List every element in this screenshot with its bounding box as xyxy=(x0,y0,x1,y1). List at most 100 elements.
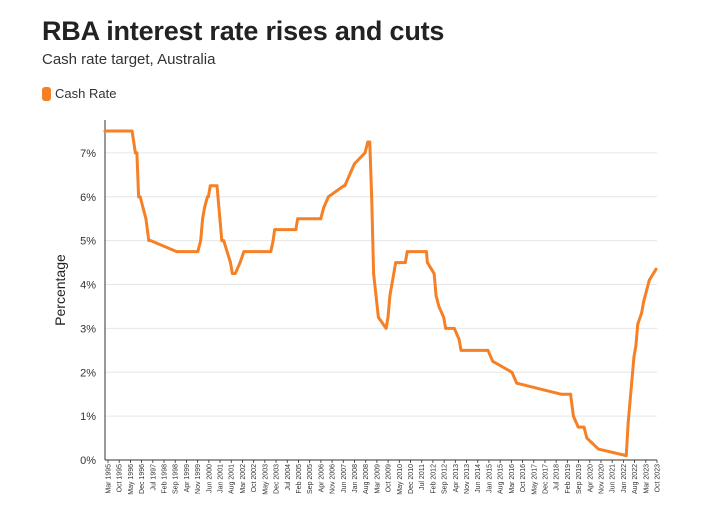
x-tick-label: May 2010 xyxy=(397,464,404,495)
data-point xyxy=(208,184,212,188)
x-tick-label: Apr 2013 xyxy=(453,464,460,493)
x-tick-label: Nov 1999 xyxy=(195,464,202,494)
data-point xyxy=(388,294,392,297)
legend-label: Cash Rate xyxy=(55,86,117,101)
x-tick-label: Feb 2019 xyxy=(565,464,572,494)
data-point xyxy=(233,272,237,275)
x-tick-label: Apr 1999 xyxy=(184,464,191,493)
data-point xyxy=(491,359,495,363)
y-tick-label: 4% xyxy=(80,280,96,292)
data-point xyxy=(640,311,644,315)
y-tick-label: 1% xyxy=(80,411,96,423)
data-point xyxy=(634,344,638,348)
data-point xyxy=(203,206,206,210)
data-point xyxy=(348,173,351,177)
data-point xyxy=(403,261,407,264)
data-point xyxy=(426,261,429,264)
x-tick-label: Sep 2019 xyxy=(576,464,583,494)
data-point xyxy=(368,140,372,144)
y-tick-label: 0% xyxy=(80,455,96,467)
data-point xyxy=(628,399,632,403)
data-point xyxy=(630,377,634,381)
data-point xyxy=(147,239,151,243)
x-tick-label: May 1996 xyxy=(128,464,135,495)
data-point xyxy=(377,316,380,319)
y-tick-label: 2% xyxy=(80,367,96,379)
data-point xyxy=(390,283,394,286)
x-tick-label: Jan 2001 xyxy=(218,464,225,493)
data-point xyxy=(242,250,246,254)
x-tick-label: Sep 2012 xyxy=(442,464,449,494)
data-point xyxy=(372,272,376,275)
data-point xyxy=(654,267,658,271)
x-tick-label: Sep 1998 xyxy=(173,464,180,494)
x-tick-label: Nov 2013 xyxy=(464,464,471,494)
data-point xyxy=(322,206,326,210)
data-point xyxy=(238,261,242,264)
y-axis-title: Percentage xyxy=(52,254,68,326)
x-tick-label: Aug 2008 xyxy=(363,464,370,494)
x-tick-label: Mar 2016 xyxy=(509,464,516,494)
data-point xyxy=(138,195,142,199)
x-tick-label: Apr 2006 xyxy=(318,464,325,493)
data-point xyxy=(437,305,441,308)
x-tick-label: Jun 2021 xyxy=(610,464,617,493)
x-tick-label: Jan 2015 xyxy=(486,464,493,493)
data-point xyxy=(425,250,428,254)
data-point xyxy=(363,151,367,155)
data-point xyxy=(515,381,519,385)
data-point xyxy=(201,217,205,221)
data-point xyxy=(370,195,374,199)
y-tick-label: 3% xyxy=(80,323,96,335)
data-point xyxy=(222,239,226,243)
x-tick-label: Dec 2017 xyxy=(542,464,549,494)
x-tick-label: May 2003 xyxy=(262,464,269,495)
x-tick-label: Oct 2009 xyxy=(386,464,393,493)
data-point xyxy=(271,239,275,243)
data-point xyxy=(442,316,446,319)
data-point xyxy=(626,421,630,425)
x-tick-label: Nov 2020 xyxy=(598,464,605,494)
x-tick-label: Dec 1996 xyxy=(139,464,146,494)
data-point xyxy=(486,348,490,352)
data-point xyxy=(230,272,234,275)
data-point xyxy=(444,326,448,330)
data-point xyxy=(144,217,148,221)
data-point xyxy=(510,370,514,374)
series-line-cash-rate xyxy=(103,129,658,458)
data-point xyxy=(642,300,645,304)
data-point xyxy=(352,162,356,166)
x-tick-label: Dec 2003 xyxy=(274,464,281,494)
x-tick-label: May 2017 xyxy=(531,464,538,495)
y-tick-label: 6% xyxy=(80,192,96,204)
x-tick-label: Jul 2018 xyxy=(554,464,561,491)
data-point xyxy=(149,239,153,243)
data-point xyxy=(229,261,232,264)
data-point xyxy=(572,414,575,418)
x-tick-label: Jun 2007 xyxy=(341,464,348,493)
data-point xyxy=(206,195,210,199)
x-tick-label: Dec 2010 xyxy=(408,464,415,494)
data-point xyxy=(175,250,179,254)
x-tick-label: Feb 2005 xyxy=(296,464,303,494)
x-tick-label: Oct 2023 xyxy=(655,464,662,493)
data-point xyxy=(384,326,388,330)
x-tick-label: Oct 2002 xyxy=(251,464,258,493)
data-point xyxy=(585,436,589,440)
data-point xyxy=(386,316,390,319)
data-point xyxy=(319,217,323,221)
x-tick-label: Aug 2001 xyxy=(229,464,236,494)
x-tick-label: Jun 2014 xyxy=(475,464,482,493)
x-tick-label: Jul 1997 xyxy=(150,464,157,491)
data-point xyxy=(366,140,370,144)
data-point xyxy=(103,129,107,133)
legend: Cash Rate xyxy=(42,86,116,101)
data-point xyxy=(632,355,636,359)
x-tick-label: Mar 2009 xyxy=(374,464,381,494)
x-tick-label: Feb 2012 xyxy=(430,464,437,494)
x-tick-label: Aug 2022 xyxy=(632,464,639,494)
data-point xyxy=(647,278,651,282)
x-tick-label: Oct 1995 xyxy=(117,464,124,493)
data-point xyxy=(569,392,572,396)
